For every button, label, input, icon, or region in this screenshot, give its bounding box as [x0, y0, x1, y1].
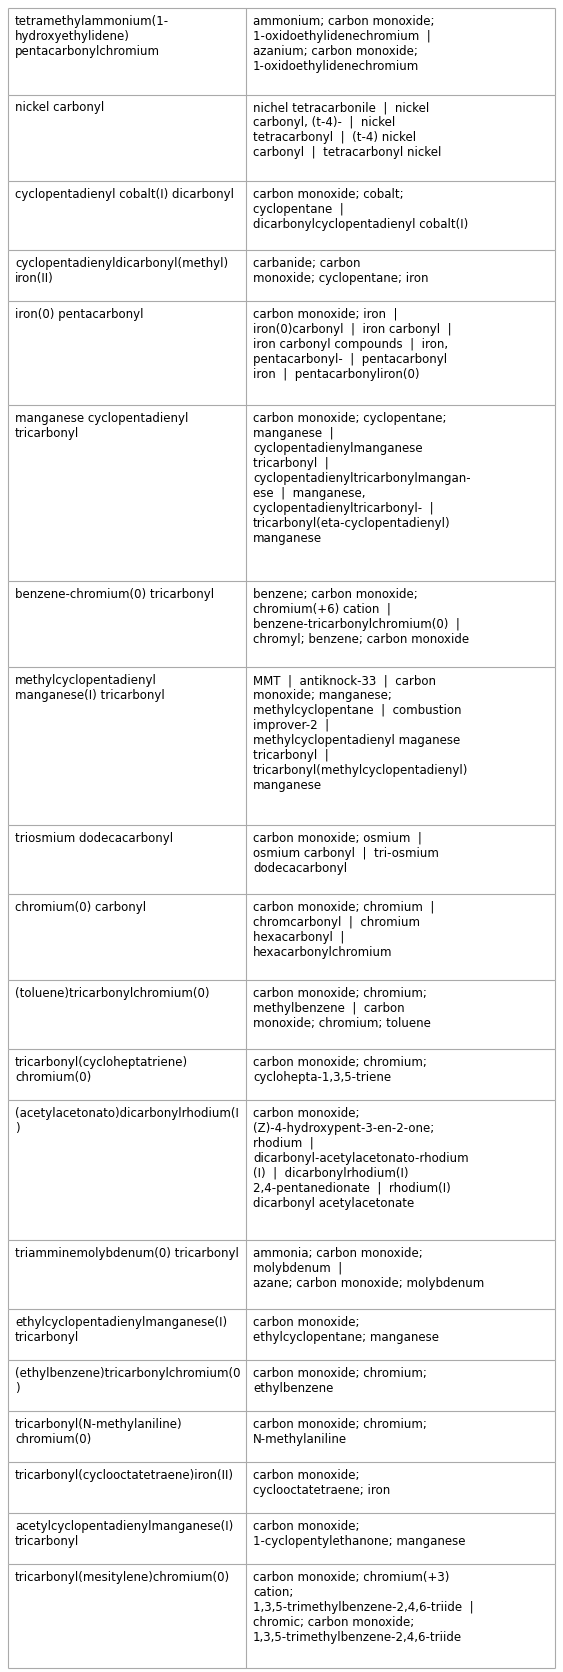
- Text: (acetylacetonato)dicarbonylrhodium(I
): (acetylacetonato)dicarbonylrhodium(I ): [15, 1107, 239, 1135]
- Text: cyclopentadienyldicarbonyl(methyl)
iron(II): cyclopentadienyldicarbonyl(methyl) iron(…: [15, 257, 228, 284]
- Text: carbon monoxide; chromium;
methylbenzene  |  carbon
monoxide; chromium; toluene: carbon monoxide; chromium; methylbenzene…: [253, 986, 431, 1030]
- Text: MMT  |  antiknock-33  |  carbon
monoxide; manganese;
methylcyclopentane  |  comb: MMT | antiknock-33 | carbon monoxide; ma…: [253, 674, 468, 793]
- Text: nickel carbonyl: nickel carbonyl: [15, 102, 104, 114]
- Text: tricarbonyl(mesitylene)chromium(0): tricarbonyl(mesitylene)chromium(0): [15, 1570, 230, 1583]
- Text: carbon monoxide; chromium;
N-methylaniline: carbon monoxide; chromium; N-methylanili…: [253, 1418, 427, 1446]
- Text: tricarbonyl(cycloheptatriene)
chromium(0): tricarbonyl(cycloheptatriene) chromium(0…: [15, 1057, 188, 1083]
- Text: carbon monoxide; iron  |
iron(0)carbonyl  |  iron carbonyl  |
iron carbonyl comp: carbon monoxide; iron | iron(0)carbonyl …: [253, 308, 452, 381]
- Text: tricarbonyl(cyclooctatetraene)iron(II): tricarbonyl(cyclooctatetraene)iron(II): [15, 1468, 234, 1481]
- Text: carbon monoxide; chromium  |
chromcarbonyl  |  chromium
hexacarbonyl  |
hexacarb: carbon monoxide; chromium | chromcarbony…: [253, 901, 434, 958]
- Text: carbon monoxide;
cyclooctatetraene; iron: carbon monoxide; cyclooctatetraene; iron: [253, 1468, 390, 1496]
- Text: triosmium dodecacarbonyl: triosmium dodecacarbonyl: [15, 831, 173, 844]
- Text: methylcyclopentadienyl
manganese(I) tricarbonyl: methylcyclopentadienyl manganese(I) tric…: [15, 674, 165, 702]
- Text: carbon monoxide;
ethylcyclopentane; manganese: carbon monoxide; ethylcyclopentane; mang…: [253, 1316, 439, 1344]
- Text: carbanide; carbon
monoxide; cyclopentane; iron: carbanide; carbon monoxide; cyclopentane…: [253, 257, 428, 284]
- Text: ammonium; carbon monoxide;
1-oxidoethylidenechromium  |
azanium; carbon monoxide: ammonium; carbon monoxide; 1-oxidoethyli…: [253, 15, 435, 74]
- Text: chromium(0) carbonyl: chromium(0) carbonyl: [15, 901, 146, 913]
- Text: (ethylbenzene)tricarbonylchromium(0
): (ethylbenzene)tricarbonylchromium(0 ): [15, 1366, 240, 1394]
- Text: acetylcyclopentadienylmanganese(I)
tricarbonyl: acetylcyclopentadienylmanganese(I) trica…: [15, 1520, 233, 1548]
- Text: ammonia; carbon monoxide;
molybdenum  |
azane; carbon monoxide; molybdenum: ammonia; carbon monoxide; molybdenum | a…: [253, 1247, 484, 1289]
- Text: tetramethylammonium(1-
hydroxyethylidene)
pentacarbonylchromium: tetramethylammonium(1- hydroxyethylidene…: [15, 15, 169, 59]
- Text: tricarbonyl(N-methylaniline)
chromium(0): tricarbonyl(N-methylaniline) chromium(0): [15, 1418, 182, 1446]
- Text: iron(0) pentacarbonyl: iron(0) pentacarbonyl: [15, 308, 144, 321]
- Text: ethylcyclopentadienylmanganese(I)
tricarbonyl: ethylcyclopentadienylmanganese(I) tricar…: [15, 1316, 227, 1344]
- Text: carbon monoxide; cobalt;
cyclopentane  |
dicarbonylcyclopentadienyl cobalt(I): carbon monoxide; cobalt; cyclopentane | …: [253, 187, 468, 231]
- Text: benzene; carbon monoxide;
chromium(+6) cation  |
benzene-tricarbonylchromium(0) : benzene; carbon monoxide; chromium(+6) c…: [253, 587, 469, 645]
- Text: carbon monoxide; chromium(+3)
cation;
1,3,5-trimethylbenzene-2,4,6-triide  |
chr: carbon monoxide; chromium(+3) cation; 1,…: [253, 1570, 473, 1644]
- Text: nichel tetracarbonile  |  nickel
carbonyl, (t-4)-  |  nickel
tetracarbonyl  |  (: nichel tetracarbonile | nickel carbonyl,…: [253, 102, 441, 159]
- Text: (toluene)tricarbonylchromium(0): (toluene)tricarbonylchromium(0): [15, 986, 209, 1000]
- Text: carbon monoxide;
(Z)-4-hydroxypent-3-en-2-one;
rhodium  |
dicarbonyl-acetylaceto: carbon monoxide; (Z)-4-hydroxypent-3-en-…: [253, 1107, 468, 1211]
- Text: carbon monoxide; cyclopentane;
manganese  |
cyclopentadienylmanganese
tricarbony: carbon monoxide; cyclopentane; manganese…: [253, 413, 471, 545]
- Text: cyclopentadienyl cobalt(I) dicarbonyl: cyclopentadienyl cobalt(I) dicarbonyl: [15, 187, 234, 201]
- Text: manganese cyclopentadienyl
tricarbonyl: manganese cyclopentadienyl tricarbonyl: [15, 413, 188, 440]
- Text: carbon monoxide; osmium  |
osmium carbonyl  |  tri-osmium
dodecacarbonyl: carbon monoxide; osmium | osmium carbony…: [253, 831, 439, 874]
- Text: carbon monoxide; chromium;
cyclohepta-1,3,5-triene: carbon monoxide; chromium; cyclohepta-1,…: [253, 1057, 427, 1083]
- Text: carbon monoxide;
1-cyclopentylethanone; manganese: carbon monoxide; 1-cyclopentylethanone; …: [253, 1520, 466, 1548]
- Text: benzene-chromium(0) tricarbonyl: benzene-chromium(0) tricarbonyl: [15, 587, 214, 600]
- Text: triamminemolybdenum(0) tricarbonyl: triamminemolybdenum(0) tricarbonyl: [15, 1247, 239, 1259]
- Text: carbon monoxide; chromium;
ethylbenzene: carbon monoxide; chromium; ethylbenzene: [253, 1366, 427, 1394]
